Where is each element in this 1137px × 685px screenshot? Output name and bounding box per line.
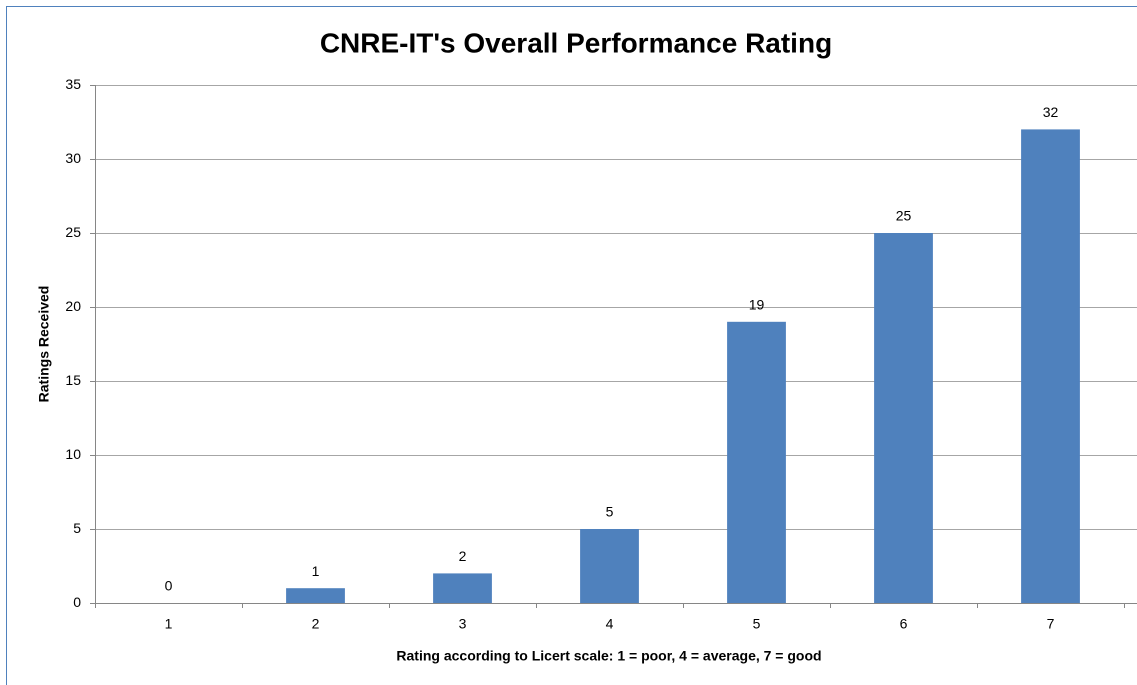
x-tick-label: 3 <box>459 616 467 632</box>
x-tick-label: 2 <box>312 616 320 632</box>
y-axis-label: Ratings Received <box>36 286 52 403</box>
chart-frame <box>6 6 1137 685</box>
x-axis-label: Rating according to Licert scale: 1 = po… <box>396 648 821 664</box>
bar <box>580 529 639 603</box>
data-label: 1 <box>312 563 320 579</box>
data-label: 32 <box>1043 104 1059 120</box>
bar <box>874 233 933 603</box>
x-tick-label: 4 <box>606 616 614 632</box>
data-label: 19 <box>749 297 765 313</box>
bar <box>1021 129 1080 603</box>
x-tick-label: 7 <box>1047 616 1055 632</box>
y-tick-label: 35 <box>65 76 81 92</box>
y-tick-label: 30 <box>65 150 81 166</box>
y-tick-label: 5 <box>73 520 81 536</box>
bar <box>286 588 345 603</box>
y-tick-label: 15 <box>65 372 81 388</box>
data-label: 25 <box>896 208 912 224</box>
data-label: 0 <box>165 578 173 594</box>
x-tick-label: 6 <box>900 616 908 632</box>
y-tick-label: 25 <box>65 224 81 240</box>
data-label: 2 <box>459 548 467 564</box>
x-tick-label: 1 <box>165 616 173 632</box>
bar <box>727 321 786 603</box>
y-tick-label: 0 <box>73 594 81 610</box>
x-tick-label: 5 <box>753 616 761 632</box>
chart-title: CNRE-IT's Overall Performance Rating <box>320 27 832 58</box>
data-label: 5 <box>606 504 614 520</box>
y-tick-label: 20 <box>65 298 81 314</box>
y-tick-label: 10 <box>65 446 81 462</box>
bar <box>433 573 492 603</box>
